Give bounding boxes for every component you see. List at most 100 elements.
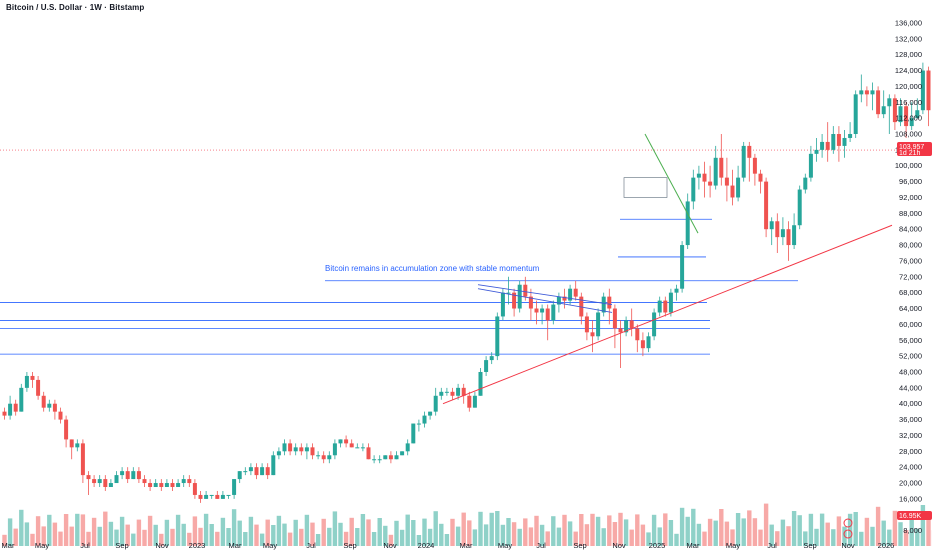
volume-bar (724, 521, 730, 546)
candle-body (601, 296, 606, 313)
price-tick: 32,000 (899, 431, 922, 440)
volume-bar (103, 511, 108, 546)
candle (775, 213, 780, 253)
volume-bar (399, 529, 405, 546)
volume-bar (411, 520, 416, 546)
candle (8, 395, 13, 420)
candle (652, 308, 657, 341)
candle (450, 387, 455, 400)
candle (898, 98, 903, 127)
candle-body (478, 371, 483, 396)
candles (2, 62, 931, 503)
price-tick: 92,000 (899, 193, 922, 202)
candle (713, 145, 718, 190)
volume-tag: 16.95K (897, 511, 932, 520)
candle (887, 94, 892, 135)
candle-body (299, 447, 304, 452)
candle-body (456, 387, 461, 396)
candle (366, 443, 371, 460)
price-tick: 128,000 (895, 50, 922, 59)
candle (696, 165, 701, 190)
candle-body (495, 316, 500, 357)
candle-body (80, 443, 85, 476)
volume-bar (360, 514, 366, 546)
volume-bar (528, 527, 534, 546)
candle (131, 467, 136, 480)
volume-bar (864, 517, 870, 546)
candle-body (596, 312, 601, 337)
candle (299, 443, 304, 456)
time-tick: 2025 (649, 541, 666, 550)
time-tick: May (263, 541, 277, 550)
volume-bar (780, 519, 786, 546)
candle (618, 320, 623, 369)
price-tick: 8,000 (903, 526, 922, 535)
candle (540, 304, 545, 325)
candle (859, 74, 864, 103)
volume-bar (875, 506, 881, 546)
candle-body (237, 471, 242, 480)
candle-body (97, 479, 102, 484)
candle (321, 451, 326, 464)
candle-body (629, 320, 634, 329)
volume-bar (86, 531, 91, 546)
volume-bar (808, 513, 814, 546)
price-tick: 40,000 (899, 399, 922, 408)
candle (680, 241, 685, 293)
volume-tag-box (897, 511, 932, 520)
candle (265, 463, 270, 480)
candle-body (120, 471, 125, 476)
candle-body (926, 70, 931, 111)
volume-bar (713, 520, 718, 546)
candle (926, 66, 931, 127)
drawings (442, 133, 893, 405)
volume-bar (898, 522, 903, 546)
candle-body (394, 455, 399, 460)
candle (170, 479, 175, 491)
candle (534, 300, 539, 325)
volume-bar (63, 514, 69, 546)
candle-body (450, 391, 455, 396)
candle-body (321, 455, 326, 460)
candle-body (668, 292, 673, 313)
candle-body (904, 106, 909, 127)
candle (276, 447, 281, 460)
bottom-icons[interactable] (843, 518, 853, 539)
candle (159, 479, 164, 491)
candle-body (540, 308, 545, 313)
time-tick: Jul (536, 541, 546, 550)
candle-body (528, 296, 533, 309)
volume-bar (254, 524, 259, 546)
candle-body (153, 483, 158, 488)
candle (209, 494, 214, 499)
price-tick: 88,000 (899, 209, 922, 218)
volume-bar (545, 531, 550, 546)
price-tick: 28,000 (899, 447, 922, 456)
volume-bar (136, 519, 142, 546)
candle (187, 475, 192, 488)
volume-bar (696, 523, 702, 546)
candle-body (439, 391, 444, 396)
price-tick: 136,000 (895, 18, 922, 27)
candle-body (752, 157, 757, 174)
candle (629, 308, 634, 337)
candle (495, 312, 500, 361)
candle-body (192, 483, 197, 495)
candle-body (820, 141, 825, 150)
candle-body (831, 134, 836, 150)
candle-body (349, 443, 354, 448)
volume-bar (91, 517, 97, 546)
candle-body (556, 296, 561, 305)
candle-body (366, 447, 371, 460)
candle (853, 90, 858, 138)
chart-title: Bitcoin / U.S. Dollar · 1W · Bitstamp (6, 3, 145, 12)
candle-body (747, 145, 752, 158)
candle (663, 296, 668, 317)
candle (646, 332, 651, 353)
volume-bar (763, 503, 769, 546)
candle (41, 391, 46, 412)
candle (444, 387, 449, 396)
candle-body (551, 304, 556, 321)
candle (685, 193, 690, 250)
